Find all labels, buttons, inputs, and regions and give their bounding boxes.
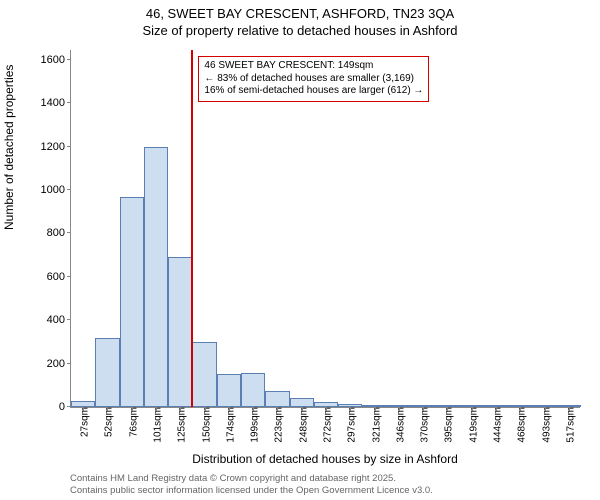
y-tick-label: 200: [47, 358, 71, 370]
reference-line: [191, 50, 193, 407]
y-tick-mark: [67, 319, 71, 320]
y-tick-label: 1000: [41, 184, 71, 196]
histogram-bar: [95, 338, 119, 407]
x-tick-label: 370sqm: [416, 407, 431, 443]
footer-line-1: Contains HM Land Registry data © Crown c…: [70, 473, 433, 484]
y-tick-mark: [67, 146, 71, 147]
y-tick-mark: [67, 363, 71, 364]
x-tick-label: 174sqm: [221, 407, 236, 443]
y-tick-label: 400: [47, 314, 71, 326]
x-tick-label: 52sqm: [100, 407, 115, 437]
histogram-bar: [192, 342, 216, 407]
y-tick-mark: [67, 276, 71, 277]
histogram-bar: [168, 257, 192, 407]
x-tick-label: 517sqm: [561, 407, 576, 443]
x-tick-mark: [229, 407, 230, 411]
annotation-box: 46 SWEET BAY CRESCENT: 149sqm← 83% of de…: [198, 56, 429, 102]
x-tick-mark: [326, 407, 327, 411]
x-tick-mark: [205, 407, 206, 411]
y-tick-mark: [67, 189, 71, 190]
x-tick-label: 395sqm: [440, 407, 455, 443]
x-tick-label: 272sqm: [319, 407, 334, 443]
y-tick-mark: [67, 102, 71, 103]
x-tick-label: 468sqm: [513, 407, 528, 443]
y-axis-label: Number of detached properties: [2, 65, 16, 230]
y-tick-label: 600: [47, 271, 71, 283]
x-tick-mark: [520, 407, 521, 411]
x-tick-label: 419sqm: [464, 407, 479, 443]
x-tick-label: 297sqm: [343, 407, 358, 443]
title-line-2: Size of property relative to detached ho…: [0, 23, 600, 40]
x-tick-label: 125sqm: [173, 407, 188, 443]
x-tick-mark: [277, 407, 278, 411]
annotation-line: 46 SWEET BAY CRESCENT: 149sqm: [204, 60, 423, 73]
histogram-bar: [120, 197, 144, 407]
x-tick-mark: [423, 407, 424, 411]
y-tick-label: 1400: [41, 97, 71, 109]
x-tick-mark: [302, 407, 303, 411]
y-tick-label: 1600: [41, 54, 71, 66]
y-tick-label: 800: [47, 227, 71, 239]
y-tick-mark: [67, 232, 71, 233]
x-tick-label: 321sqm: [367, 407, 382, 443]
x-tick-label: 223sqm: [270, 407, 285, 443]
histogram-bar: [265, 391, 289, 407]
x-tick-label: 248sqm: [294, 407, 309, 443]
x-tick-mark: [180, 407, 181, 411]
footer-line-2: Contains public sector information licen…: [70, 485, 433, 496]
x-tick-label: 444sqm: [489, 407, 504, 443]
x-tick-mark: [545, 407, 546, 411]
y-tick-label: 0: [59, 401, 71, 413]
y-tick-mark: [67, 59, 71, 60]
x-tick-mark: [496, 407, 497, 411]
x-tick-mark: [472, 407, 473, 411]
x-tick-mark: [375, 407, 376, 411]
title-line-1: 46, SWEET BAY CRESCENT, ASHFORD, TN23 3Q…: [0, 6, 600, 23]
x-axis-label: Distribution of detached houses by size …: [70, 452, 580, 466]
x-tick-mark: [350, 407, 351, 411]
x-tick-mark: [447, 407, 448, 411]
chart-title: 46, SWEET BAY CRESCENT, ASHFORD, TN23 3Q…: [0, 6, 600, 40]
x-tick-label: 199sqm: [246, 407, 261, 443]
x-tick-mark: [107, 407, 108, 411]
annotation-line: ← 83% of detached houses are smaller (3,…: [204, 73, 423, 86]
histogram-bar: [144, 147, 168, 407]
x-tick-label: 346sqm: [391, 407, 406, 443]
histogram-plot: 0200400600800100012001400160027sqm52sqm7…: [70, 50, 580, 408]
x-tick-mark: [569, 407, 570, 411]
x-tick-label: 27sqm: [76, 407, 91, 437]
x-tick-label: 101sqm: [149, 407, 164, 443]
x-tick-label: 493sqm: [537, 407, 552, 443]
attribution-footer: Contains HM Land Registry data © Crown c…: [70, 473, 433, 496]
annotation-line: 16% of semi-detached houses are larger (…: [204, 85, 423, 98]
x-tick-mark: [83, 407, 84, 411]
x-tick-mark: [156, 407, 157, 411]
y-tick-label: 1200: [41, 141, 71, 153]
histogram-bar: [217, 374, 241, 407]
x-tick-label: 150sqm: [197, 407, 212, 443]
x-tick-mark: [132, 407, 133, 411]
x-tick-mark: [253, 407, 254, 411]
histogram-bar: [290, 398, 314, 407]
x-tick-label: 76sqm: [124, 407, 139, 437]
x-tick-mark: [399, 407, 400, 411]
histogram-bar: [241, 373, 265, 407]
